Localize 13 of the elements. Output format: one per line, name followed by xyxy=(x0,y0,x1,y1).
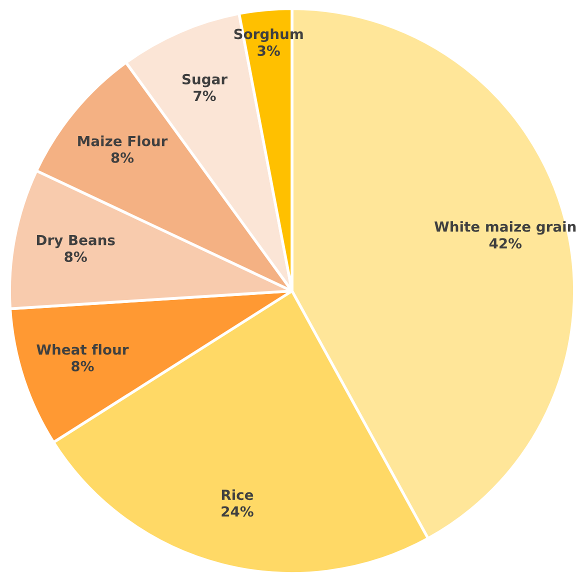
slice-label: White maize grain xyxy=(434,221,576,235)
data-label: 3% xyxy=(258,45,280,56)
data-label: 8% xyxy=(111,152,134,163)
data-label: 24% xyxy=(222,506,254,517)
data-label: 8% xyxy=(64,252,87,262)
slice-label: Sugar xyxy=(182,74,228,88)
data-label: 8% xyxy=(72,360,94,372)
slice-label: Wheat flour xyxy=(36,344,129,355)
slice-label: Maize Flour xyxy=(78,136,168,146)
slice-label: Rice xyxy=(222,489,254,500)
data-label: 7% xyxy=(194,90,216,102)
slice-label: Dry Beans xyxy=(36,235,115,248)
data-label: 42% xyxy=(489,238,522,249)
